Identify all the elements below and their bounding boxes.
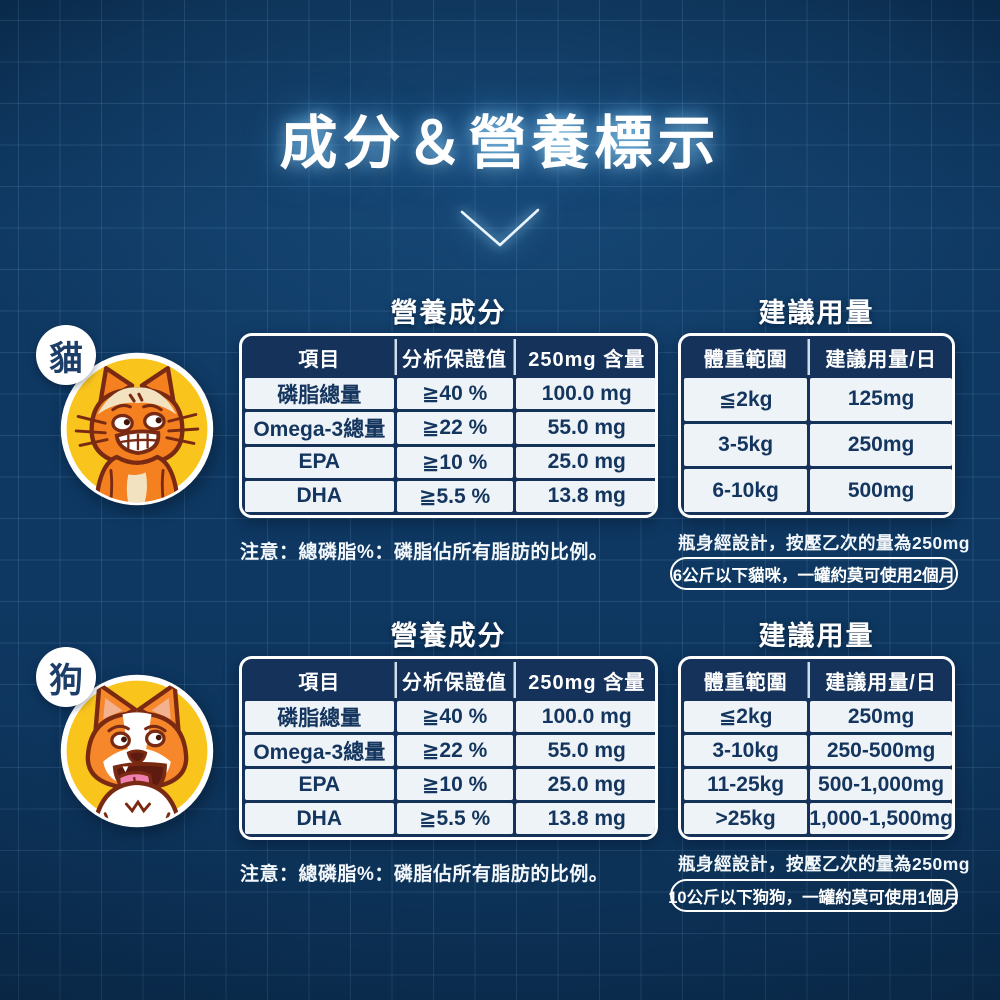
column-header: 分析保證值 bbox=[396, 662, 513, 698]
column-header: 250mg 含量 bbox=[515, 662, 655, 698]
cat-dosage-table: 體重範圍 建議用量/日 ≦2kg 125mg 3-5kg 250mg 6-10k… bbox=[678, 333, 955, 518]
table-cell: ≧10 % bbox=[396, 769, 513, 800]
table-cell: 500-1,000mg bbox=[810, 769, 952, 800]
column-header: 體重範圍 bbox=[684, 662, 808, 698]
table-cell: ≦2kg bbox=[684, 378, 808, 421]
table-cell: 125mg bbox=[810, 378, 952, 421]
table-cell: 11-25kg bbox=[684, 769, 808, 800]
table-cell: EPA bbox=[245, 769, 394, 800]
dog-usage-pill: 10公斤以下狗狗，一罐約莫可使用1個月 bbox=[668, 879, 960, 912]
table-cell: 3-10kg bbox=[684, 735, 808, 766]
column-header: 建議用量/日 bbox=[810, 662, 952, 698]
table-cell: 25.0 mg bbox=[515, 769, 655, 800]
table-cell: Omega-3總量 bbox=[245, 735, 394, 766]
page-title: 成分＆營養標示 bbox=[279, 111, 721, 176]
cat-badge bbox=[55, 347, 219, 516]
column-header: 項目 bbox=[245, 339, 394, 375]
dog-label-bubble: 狗 bbox=[36, 647, 96, 707]
table-cell: ≧5.5 % bbox=[396, 480, 513, 512]
cat-label: 貓 bbox=[49, 339, 83, 378]
chevron-down-icon bbox=[460, 208, 540, 247]
table-cell: 1,000-1,500mg bbox=[809, 803, 952, 834]
table-cell: 250mg bbox=[810, 423, 952, 467]
dog-label: 狗 bbox=[49, 661, 83, 700]
cat-illustration bbox=[60, 352, 214, 506]
dog-nutrition-note: 注意：總磷脂%：磷脂佔所有脂肪的比例。 bbox=[240, 864, 609, 885]
column-header: 250mg 含量 bbox=[515, 339, 655, 375]
table-cell: 磷脂總量 bbox=[245, 378, 394, 410]
dog-dosage-heading: 建議用量 bbox=[758, 621, 875, 651]
table-cell: 250-500mg bbox=[810, 735, 952, 766]
table-cell: 250mg bbox=[810, 701, 952, 732]
dog-illustration bbox=[60, 674, 214, 828]
cat-nutrition-heading: 營養成分 bbox=[390, 298, 507, 328]
table-cell: 500mg bbox=[810, 469, 952, 512]
column-header: 建議用量/日 bbox=[810, 339, 952, 375]
column-header: 項目 bbox=[245, 662, 394, 698]
table-cell: DHA bbox=[245, 480, 394, 512]
table-cell: ≧10 % bbox=[396, 446, 513, 478]
column-header: 分析保證值 bbox=[396, 339, 513, 375]
table-cell: ≧40 % bbox=[396, 701, 513, 732]
table-cell: ≧22 % bbox=[396, 735, 513, 766]
table-cell: 磷脂總量 bbox=[245, 701, 394, 732]
table-cell: 25.0 mg bbox=[515, 446, 655, 478]
cat-dosage-note: 瓶身經設計，按壓乙次的量為250mg bbox=[678, 533, 970, 553]
table-cell: Omega-3總量 bbox=[245, 412, 394, 444]
column-header: 體重範圍 bbox=[684, 339, 808, 375]
table-cell: ≧5.5 % bbox=[396, 803, 513, 834]
table-cell: 55.0 mg bbox=[515, 735, 655, 766]
table-cell: ≦2kg bbox=[684, 701, 808, 732]
cat-dosage-heading: 建議用量 bbox=[758, 298, 875, 328]
cat-nutrition-note: 注意：總磷脂%：磷脂佔所有脂肪的比例。 bbox=[240, 542, 609, 563]
table-cell: 55.0 mg bbox=[515, 412, 655, 444]
table-cell: ≧22 % bbox=[396, 412, 513, 444]
dog-dosage-note: 瓶身經設計，按壓乙次的量為250mg bbox=[678, 854, 970, 874]
dog-nutrition-heading: 營養成分 bbox=[390, 621, 507, 651]
table-cell: DHA bbox=[245, 803, 394, 834]
table-cell: ≧40 % bbox=[396, 378, 513, 410]
table-cell: 100.0 mg bbox=[515, 701, 655, 732]
cat-label-bubble: 貓 bbox=[36, 325, 96, 385]
table-cell: EPA bbox=[245, 446, 394, 478]
table-cell: 3-5kg bbox=[684, 423, 808, 467]
table-cell: 13.8 mg bbox=[515, 803, 655, 834]
dog-badge bbox=[55, 669, 219, 838]
dog-dosage-table: 體重範圍 建議用量/日 ≦2kg 250mg 3-10kg 250-500mg … bbox=[678, 656, 955, 840]
table-cell: >25kg bbox=[684, 803, 808, 834]
dog-nutrition-table: 項目 分析保證值 250mg 含量 磷脂總量 ≧40 % 100.0 mg Om… bbox=[239, 656, 658, 840]
table-cell: 6-10kg bbox=[684, 469, 808, 512]
table-cell: 100.0 mg bbox=[515, 378, 655, 410]
table-cell: 13.8 mg bbox=[515, 480, 655, 512]
cat-nutrition-table: 項目 分析保證值 250mg 含量 磷脂總量 ≧40 % 100.0 mg Om… bbox=[239, 333, 658, 518]
cat-usage-pill: 6公斤以下貓咪，一罐約莫可使用2個月 bbox=[670, 557, 958, 590]
